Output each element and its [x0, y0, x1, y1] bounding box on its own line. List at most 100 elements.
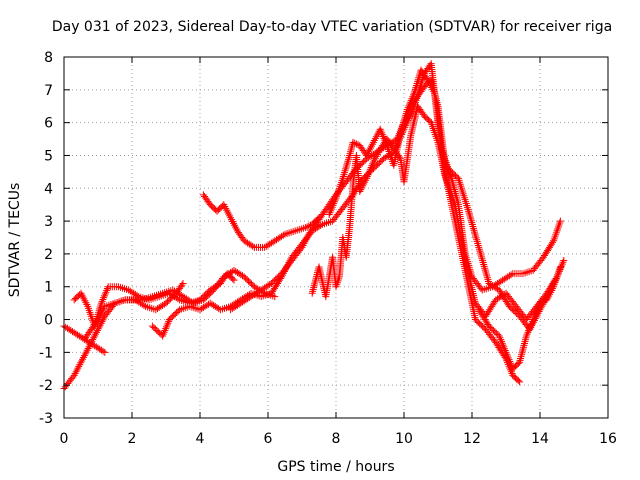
data-point [523, 330, 531, 338]
x-tick-label: 16 [599, 431, 617, 447]
data-point [301, 224, 309, 232]
data-point [471, 230, 479, 238]
data-point [271, 293, 279, 301]
data-point [467, 217, 475, 225]
data-point [79, 355, 87, 363]
data-point [525, 326, 533, 334]
data-point [97, 299, 105, 307]
data-point [556, 217, 564, 225]
chart-title: Day 031 of 2023, Sidereal Day-to-day VTE… [52, 19, 612, 35]
data-point [342, 163, 350, 171]
data-point [341, 167, 349, 175]
data-point [500, 345, 508, 353]
data-point [539, 297, 547, 305]
data-point [81, 350, 89, 358]
data-point [473, 236, 481, 244]
data-point [90, 334, 98, 342]
x-tick-label: 2 [128, 431, 137, 447]
data-point [77, 359, 85, 367]
data-point [460, 192, 468, 200]
data-point [533, 306, 541, 314]
data-point [468, 221, 476, 229]
data-point [531, 310, 539, 318]
data-point [377, 127, 385, 135]
data-point [558, 262, 566, 270]
series-track-j [475, 263, 564, 373]
data-point [349, 138, 357, 146]
data-point [507, 359, 515, 367]
data-point [249, 242, 257, 250]
x-tick-label: 6 [264, 431, 273, 447]
y-tick-label: 2 [44, 247, 53, 263]
data-point [470, 226, 478, 234]
grid-lines [64, 57, 608, 418]
data-point [480, 262, 488, 270]
data-point [330, 198, 338, 206]
data-point [460, 194, 468, 202]
y-tick-label: -1 [39, 345, 53, 361]
data-point [406, 100, 414, 108]
data-point [344, 155, 352, 163]
data-point [94, 325, 102, 333]
y-tick-label: 5 [44, 148, 53, 164]
data-point [327, 207, 335, 215]
data-point [351, 139, 359, 147]
data-point [367, 163, 375, 171]
data-point [538, 298, 546, 306]
data-point [559, 258, 567, 266]
series-track-g [227, 76, 564, 314]
data-point [93, 317, 101, 325]
data-point [72, 368, 80, 376]
data-point [101, 348, 109, 356]
data-point [378, 129, 386, 137]
data-point [479, 259, 487, 267]
data-point [91, 332, 99, 340]
data-point [93, 327, 101, 335]
data-point [529, 316, 537, 324]
data-point [464, 205, 472, 213]
data-point [461, 196, 469, 204]
data-point [99, 295, 107, 303]
data-point [498, 339, 506, 347]
data-point [527, 321, 535, 329]
y-tick-label: 7 [44, 83, 53, 99]
data-point [474, 240, 482, 248]
data-point [466, 213, 474, 221]
data-point [297, 245, 305, 253]
data-point [159, 330, 167, 338]
data-point [503, 350, 511, 358]
data-point [164, 319, 172, 327]
data-point [505, 356, 513, 364]
data-point [500, 343, 508, 351]
data-point [476, 247, 484, 255]
x-tick-label: 0 [60, 431, 69, 447]
data-point [303, 223, 311, 231]
data-point [230, 276, 238, 284]
data-point [101, 290, 109, 298]
data-point [496, 334, 504, 342]
data-point [163, 321, 171, 329]
y-tick-label: 1 [44, 280, 53, 296]
data-point [326, 209, 334, 217]
data-point [376, 125, 384, 133]
data-point [406, 98, 414, 106]
data-point [465, 207, 473, 215]
data-point [364, 171, 372, 179]
data-point [380, 134, 388, 142]
data-point [458, 186, 466, 194]
data-point [140, 301, 148, 309]
data-point [366, 165, 374, 173]
data-point [84, 344, 92, 352]
data-point [534, 305, 542, 313]
data-point [408, 95, 416, 103]
y-axis-label: SDTVAR / TECUs [7, 183, 23, 298]
data-point [463, 203, 471, 211]
data-point [99, 347, 107, 355]
data-point [522, 332, 530, 340]
series-track-f [199, 191, 323, 251]
data-point [79, 353, 87, 361]
data-point [516, 378, 524, 386]
series-track-i [325, 66, 561, 333]
y-tick-label: -3 [39, 411, 53, 427]
data-point [329, 201, 337, 209]
